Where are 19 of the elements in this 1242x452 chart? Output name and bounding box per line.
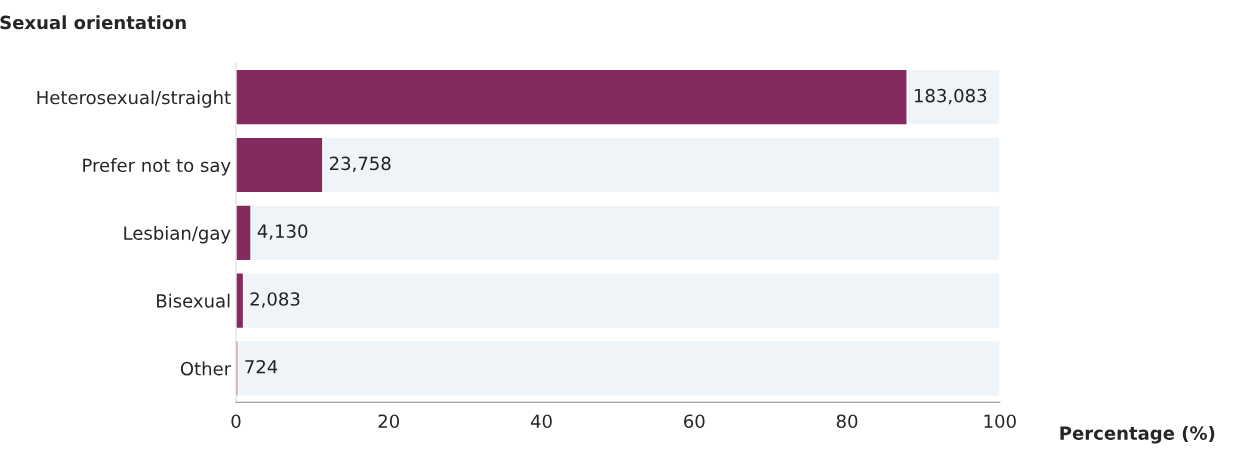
- y-tick-label: Other: [180, 361, 232, 376]
- x-tick-label: 40: [530, 414, 552, 429]
- x-tick-label: 20: [378, 414, 400, 429]
- x-axis-title: Percentage (%): [1060, 426, 1215, 444]
- annotation: 183,083: [914, 88, 987, 105]
- y-tick-label: Lesbian/gay: [124, 225, 231, 244]
- annotation: 2,083: [250, 292, 300, 308]
- annotation: 724: [245, 359, 278, 374]
- annotation: 23,758: [329, 156, 391, 173]
- bar: [237, 339, 1000, 397]
- y-axis-title: Sexual orientation: [0, 15, 186, 30]
- x-tick-label: 0: [231, 414, 241, 429]
- y-tick-label: Bisexual: [157, 293, 230, 308]
- x-tick-label: 80: [836, 414, 858, 429]
- y-tick-label: Prefer not to say: [83, 158, 231, 176]
- x-tick-label: 100: [984, 414, 1016, 429]
- y-tick-label: Heterosexual/straight: [37, 90, 231, 108]
- annotation: 4,130: [257, 224, 308, 240]
- x-tick-label: 60: [684, 414, 705, 429]
